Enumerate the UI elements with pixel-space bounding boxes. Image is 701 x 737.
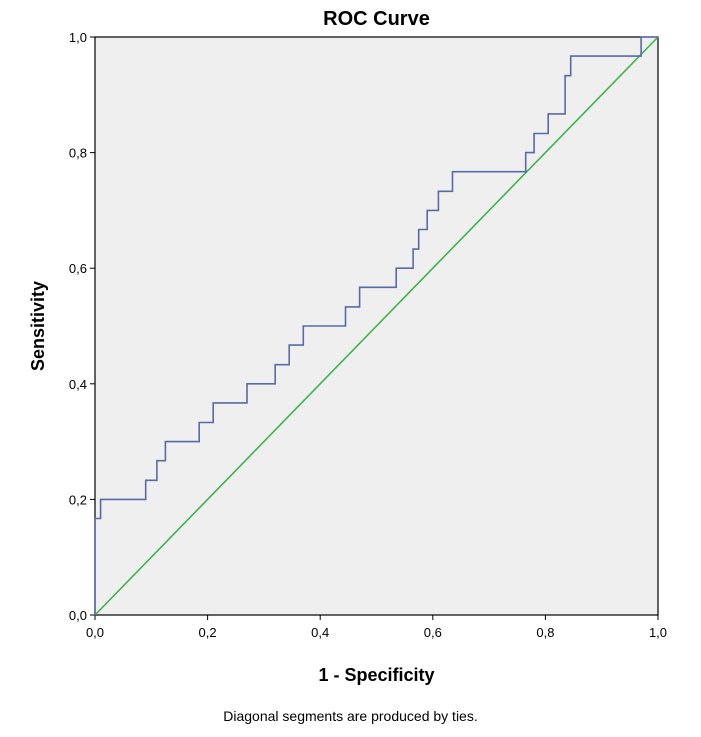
x-tick-label: 0,4 [311,625,329,640]
y-tick-label: 0,0 [69,608,87,623]
roc-curve-series [94,36,658,615]
y-axis-label: Sensitivity [28,281,48,371]
y-tick-label: 0,8 [69,146,87,161]
y-tick-label: 1,0 [69,30,87,45]
x-axis-label: 1 - Specificity [318,665,434,685]
series-layer [94,36,659,616]
y-tick-label: 0,4 [69,377,87,392]
x-tick-label: 0,8 [536,625,554,640]
reference-line-series [94,36,659,616]
x-tick-label: 1,0 [649,625,667,640]
y-tick-label: 0,2 [69,492,87,507]
x-tick-label: 0,0 [86,625,104,640]
axis-ticks: 0,0 0,2 0,4 0,6 0,8 1,0 0,0 0,2 0,4 0,6 0,8 1,0 [69,30,667,640]
x-tick-label: 0,2 [199,625,217,640]
x-tick-label: 0,6 [424,625,442,640]
y-tick-label: 0,6 [69,261,87,276]
chart-footnote: Diagonal segments are produced by ties. [223,708,478,724]
chart-title: ROC Curve [323,8,430,30]
